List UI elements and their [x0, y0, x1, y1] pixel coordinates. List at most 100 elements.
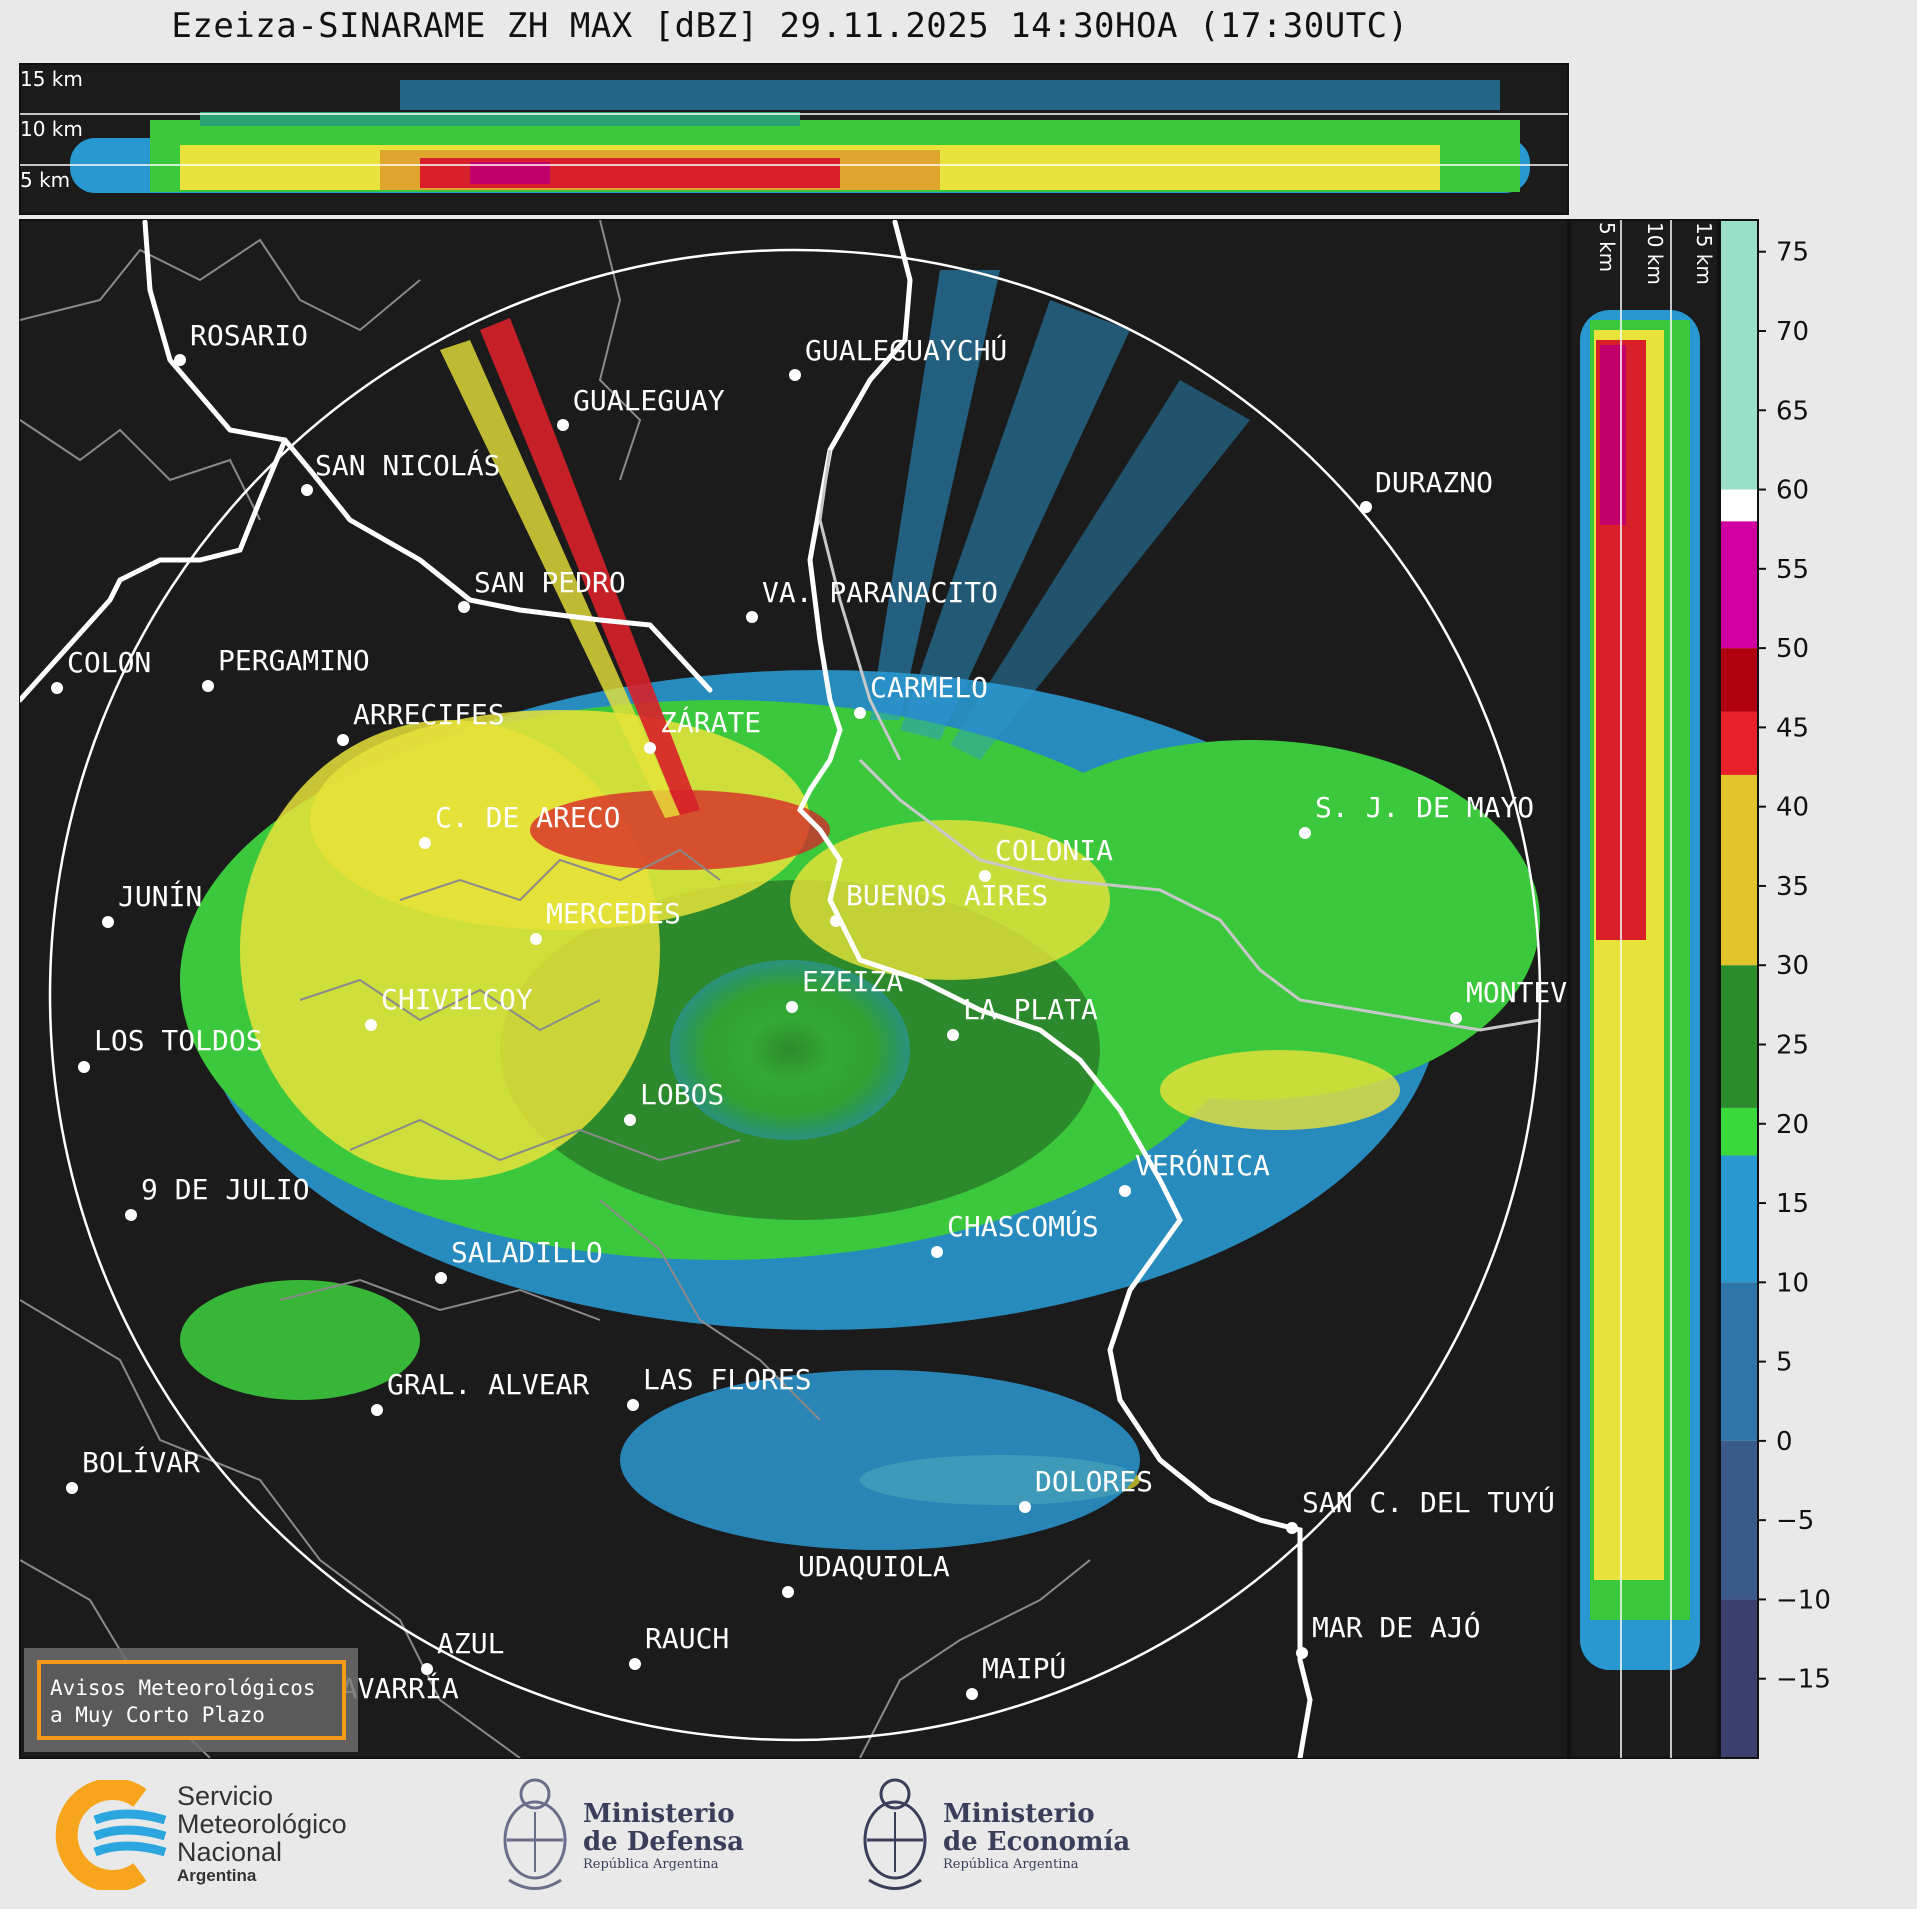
colorbar-tick-label: 70	[1776, 317, 1809, 347]
colorbar-band	[1720, 489, 1758, 522]
colorbar-tick-label: 5	[1776, 1348, 1793, 1378]
colorbar-tick-label: 60	[1776, 476, 1809, 506]
colorbar-band	[1720, 1282, 1758, 1441]
colorbar-tick-label: −10	[1776, 1585, 1831, 1615]
colorbar-tick-label: 15	[1776, 1189, 1809, 1219]
city-label: DOLORES	[1035, 1465, 1153, 1498]
city-marker	[435, 1272, 447, 1284]
city-label: RAUCH	[645, 1622, 729, 1655]
city-marker	[1296, 1647, 1308, 1659]
range-ring	[48, 248, 1542, 1742]
city-label: COLONIA	[995, 834, 1113, 867]
city-marker	[530, 933, 542, 945]
city-label: LOS TOLDOS	[94, 1024, 263, 1057]
colorbar-tick-label: 75	[1776, 238, 1809, 268]
borders	[20, 220, 1313, 1758]
city-marker	[51, 682, 63, 694]
defensa-line1: Ministerio	[583, 1799, 735, 1829]
side-height-label-15: 15 km	[1692, 222, 1716, 285]
city-marker	[830, 915, 842, 927]
boundaries	[20, 220, 1091, 1758]
city-label: 9 DE JULIO	[141, 1173, 310, 1206]
defensa-line3: República Argentina	[583, 1857, 719, 1872]
city-marker	[174, 354, 186, 366]
city-label: DURAZNO	[1375, 466, 1493, 499]
city-marker	[458, 601, 470, 613]
economia-line3: República Argentina	[943, 1857, 1079, 1872]
colorbar-bands	[1720, 220, 1758, 1758]
map-panel: ROSARIO GUALEGUAYCHÚ GUALEGUAY SAN NICOLÁS D…	[19, 219, 1569, 1759]
colorbar-tick-label: 35	[1776, 872, 1809, 902]
colorbar-tick-label: 0	[1776, 1427, 1793, 1457]
city-label: CARMELO	[870, 671, 988, 704]
city-marker	[629, 1658, 641, 1670]
notice-line1: Avisos Meteorológicos	[50, 1676, 316, 1700]
city-label: GRAL. ALVEAR	[387, 1368, 589, 1401]
colorbar-band	[1720, 220, 1758, 490]
city-marker	[931, 1246, 943, 1258]
defensa-logo: Ministerio de Defensa República Argentin…	[495, 1772, 775, 1902]
city-marker	[66, 1482, 78, 1494]
city-label: ROSARIO	[190, 319, 308, 352]
city-marker	[624, 1114, 636, 1126]
colorbar-band	[1720, 521, 1758, 649]
city-label: PERGAMINO	[218, 644, 370, 677]
city-marker	[782, 1586, 794, 1598]
city-label: LAS FLORES	[643, 1363, 812, 1396]
city-label: SAN PEDRO	[474, 566, 626, 599]
colorbar-tick-label: −15	[1776, 1665, 1831, 1695]
city-marker	[102, 916, 114, 928]
colorbar-band	[1720, 1440, 1758, 1600]
smn-logo: Servicio Meteorológico Nacional Argentin…	[55, 1780, 415, 1900]
colorbar-tick-label: 10	[1776, 1268, 1809, 1298]
side-height-label-5: 5 km	[1595, 222, 1619, 272]
smn-line1: Servicio	[177, 1781, 274, 1811]
city-label: SAN NICOLÁS	[315, 448, 500, 482]
side-cross-section: 5 km 10 km 15 km	[1569, 219, 1719, 1759]
national-shield-icon	[863, 1778, 927, 1890]
city-marker	[301, 484, 313, 496]
city-label: ARRECIFES	[353, 698, 505, 731]
city-label: C. DE ARECO	[435, 801, 620, 834]
colorbar-tick-label: 40	[1776, 793, 1809, 823]
city-label: MAR DE AJÓ	[1312, 1610, 1481, 1644]
economia-line2: de Economía	[943, 1827, 1131, 1857]
city-label: S. J. DE MAYO	[1315, 791, 1534, 824]
colorbar-tick-label: 20	[1776, 1110, 1809, 1140]
city-marker	[1286, 1522, 1298, 1534]
colorbar-tick-label: 25	[1776, 1030, 1809, 1060]
top-height-label-10: 10 km	[20, 117, 83, 141]
economia-logo: Ministerio de Economía República Argenti…	[855, 1772, 1155, 1902]
city-marker	[746, 611, 758, 623]
city-marker	[627, 1399, 639, 1411]
city-label: LOBOS	[640, 1078, 724, 1111]
defensa-line2: de Defensa	[583, 1827, 744, 1857]
notice-box[interactable]: Avisos Meteorológicos a Muy Corto Plazo	[24, 1648, 358, 1752]
colorbar-band	[1720, 774, 1758, 966]
city-marker	[337, 734, 349, 746]
city-marker	[1119, 1185, 1131, 1197]
city-label: MERCEDES	[546, 897, 681, 930]
colorbar-band	[1720, 648, 1758, 712]
top-cross-section: 15 km 10 km 5 km	[19, 63, 1569, 215]
city-label: EZEIZA	[802, 965, 903, 998]
colorbar-band	[1720, 965, 1758, 1108]
city-marker	[419, 837, 431, 849]
city-label: MONTEV	[1466, 976, 1567, 1009]
city-label: BUENOS AIRES	[846, 879, 1048, 912]
smn-emblem-icon	[55, 1780, 167, 1890]
city-label: CHIVILCOY	[381, 983, 533, 1016]
city-marker	[947, 1029, 959, 1041]
top-height-label-5: 5 km	[20, 168, 70, 192]
city-marker	[966, 1688, 978, 1700]
city-label: SAN C. DEL TUYÚ	[1302, 1485, 1555, 1519]
city-marker	[421, 1663, 433, 1675]
colorbar-band	[1720, 711, 1758, 775]
city-label: GUALEGUAY	[573, 384, 725, 417]
city-marker	[789, 369, 801, 381]
side-height-label-10: 10 km	[1643, 222, 1667, 285]
city-marker	[644, 742, 656, 754]
